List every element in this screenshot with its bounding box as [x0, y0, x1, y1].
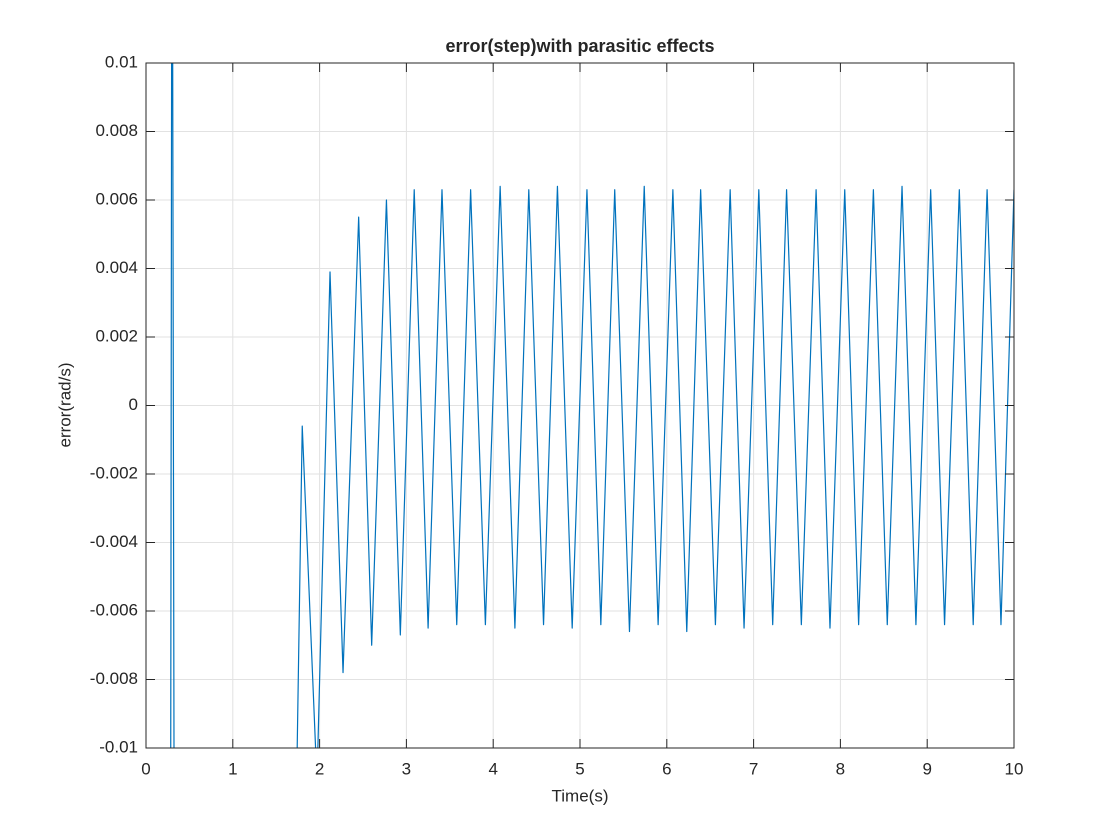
y-tick-label: -0.004	[90, 532, 138, 551]
x-tick-label: 6	[662, 759, 671, 778]
y-tick-label: -0.006	[90, 600, 138, 619]
y-tick-label: 0.006	[95, 189, 138, 208]
chart-title: error(step)with parasitic effects	[445, 36, 714, 56]
x-tick-label: 0	[141, 759, 150, 778]
x-axis-label: Time(s)	[552, 786, 609, 805]
y-tick-label: 0.004	[95, 258, 138, 277]
y-tick-label: -0.008	[90, 669, 138, 688]
x-tick-label: 3	[402, 759, 411, 778]
x-tick-label: 10	[1005, 759, 1024, 778]
x-tick-label: 7	[749, 759, 758, 778]
y-tick-label: 0.008	[95, 121, 138, 140]
y-tick-label: 0.002	[95, 326, 138, 345]
y-tick-label: 0.01	[105, 52, 138, 71]
y-tick-label: -0.002	[90, 463, 138, 482]
x-tick-label: 1	[228, 759, 237, 778]
x-tick-label: 8	[836, 759, 845, 778]
y-tick-label: -0.01	[99, 737, 138, 756]
x-tick-label: 2	[315, 759, 324, 778]
plot-area	[170, 63, 1014, 748]
x-tick-label: 9	[922, 759, 931, 778]
x-tick-label: 4	[488, 759, 497, 778]
x-tick-label: 5	[575, 759, 584, 778]
y-axis-label: error(rad/s)	[55, 362, 74, 447]
y-tick-label: 0	[129, 395, 138, 414]
data-line	[170, 63, 1014, 748]
